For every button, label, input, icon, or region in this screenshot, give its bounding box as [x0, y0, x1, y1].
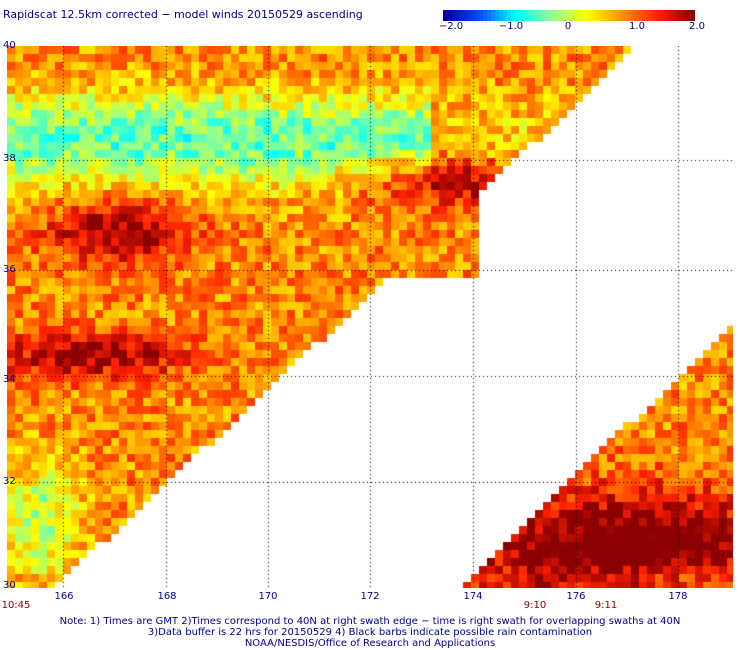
colorbar-swatch [491, 10, 496, 21]
map-title: Rapidscat 12.5km corrected − model winds… [3, 8, 363, 21]
colorbar-swatch [667, 10, 672, 21]
colorbar-swatch [479, 10, 484, 21]
colorbar-swatch [611, 10, 616, 21]
colorbar-swatch [519, 10, 524, 21]
colorbar-swatch [551, 10, 556, 21]
longitude-label: 168 [157, 591, 177, 602]
colorbar-swatch [691, 10, 695, 21]
colorbar-swatch [511, 10, 516, 21]
wind-difference-map [7, 46, 733, 588]
colorbar-swatch [483, 10, 488, 21]
colorbar-swatch [635, 10, 640, 21]
colorbar-swatch [663, 10, 668, 21]
colorbar-swatch [683, 10, 688, 21]
colorbar-swatch [687, 10, 692, 21]
colorbar-swatch [451, 10, 456, 21]
colorbar-swatch [679, 10, 684, 21]
latitude-label: 40 [3, 40, 16, 51]
colorbar-swatch [607, 10, 612, 21]
colorbar-swatch [527, 10, 532, 21]
colorbar-swatch [515, 10, 520, 21]
colorbar-swatch [575, 10, 580, 21]
footnote-line: 3)Data buffer is 22 hrs for 20150529 4) … [147, 627, 593, 638]
longitude-label: 174 [463, 591, 483, 602]
latitude-label: 30 [3, 580, 16, 591]
colorbar-swatch [599, 10, 604, 21]
colorbar-swatch [647, 10, 652, 21]
colorbar-swatch [467, 10, 472, 21]
colorbar-swatch [583, 10, 588, 21]
colorbar-tick: −1.0 [498, 21, 524, 32]
colorbar-swatch [571, 10, 576, 21]
colorbar-swatch [495, 10, 500, 21]
colorbar-swatch [627, 10, 632, 21]
colorbar-swatch [475, 10, 480, 21]
colorbar-swatch [651, 10, 656, 21]
colorbar-tick: 0 [564, 21, 572, 32]
swath-time-label: 10:45 [1, 600, 31, 611]
colorbar-tick: 2.0 [689, 21, 705, 32]
colorbar-tick: 1.0 [629, 21, 645, 32]
colorbar-swatch [631, 10, 636, 21]
longitude-label: 176 [566, 591, 586, 602]
colorbar-swatch [535, 10, 540, 21]
colorbar-swatch [639, 10, 644, 21]
longitude-label: 170 [258, 591, 278, 602]
swath-time-label: 9:11 [594, 600, 618, 611]
colorbar [443, 10, 695, 21]
colorbar-swatch [531, 10, 536, 21]
colorbar-swatch [523, 10, 528, 21]
colorbar-swatch [567, 10, 572, 21]
colorbar-swatch [443, 10, 448, 21]
colorbar-swatch [543, 10, 548, 21]
swath-time-label: 9:10 [523, 600, 547, 611]
colorbar-swatch [675, 10, 680, 21]
colorbar-swatch [591, 10, 596, 21]
colorbar-swatch [619, 10, 624, 21]
colorbar-swatch [603, 10, 608, 21]
latitude-label: 38 [3, 153, 16, 164]
colorbar-swatch [595, 10, 600, 21]
colorbar-swatch [447, 10, 452, 21]
colorbar-swatch [655, 10, 660, 21]
longitude-label: 178 [668, 591, 688, 602]
latitude-label: 32 [3, 476, 16, 487]
longitude-label: 166 [54, 591, 74, 602]
colorbar-swatch [671, 10, 676, 21]
colorbar-swatch [455, 10, 460, 21]
footnote-line: NOAA/NESDIS/Office of Research and Appli… [244, 638, 496, 649]
latitude-label: 34 [3, 374, 16, 385]
colorbar-swatch [659, 10, 664, 21]
longitude-label: 172 [360, 591, 380, 602]
colorbar-tick: −2.0 [438, 21, 464, 32]
colorbar-swatch [579, 10, 584, 21]
colorbar-swatch [503, 10, 508, 21]
colorbar-swatch [463, 10, 468, 21]
colorbar-swatch [623, 10, 628, 21]
colorbar-swatch [587, 10, 592, 21]
colorbar-swatch [643, 10, 648, 21]
colorbar-swatch [559, 10, 564, 21]
latitude-label: 36 [3, 264, 16, 275]
colorbar-swatch [459, 10, 464, 21]
colorbar-swatch [547, 10, 552, 21]
colorbar-swatch [471, 10, 476, 21]
colorbar-swatch [499, 10, 504, 21]
colorbar-swatch [563, 10, 568, 21]
colorbar-swatch [539, 10, 544, 21]
colorbar-swatch [487, 10, 492, 21]
footnote-line: Note: 1) Times are GMT 2)Times correspon… [59, 616, 681, 627]
colorbar-swatch [615, 10, 620, 21]
colorbar-swatch [555, 10, 560, 21]
colorbar-swatch [507, 10, 512, 21]
